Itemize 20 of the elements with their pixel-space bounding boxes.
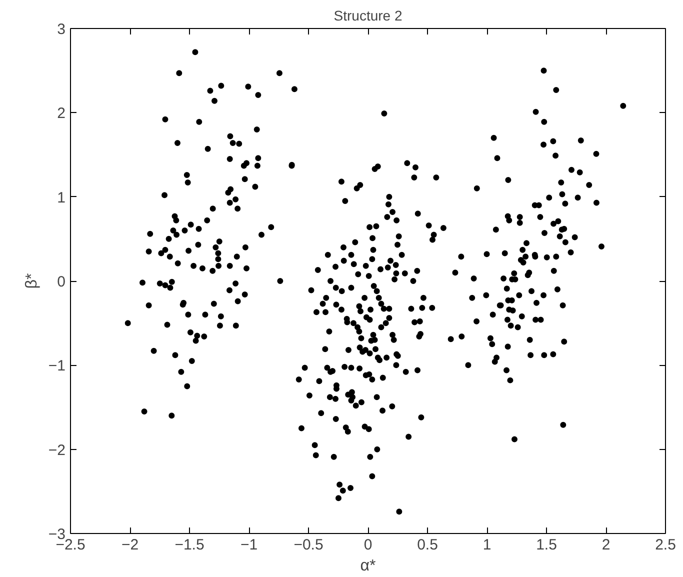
x-tick-label: 2 <box>602 536 610 554</box>
x-tick-label: −1.5 <box>174 536 204 554</box>
x-tick-label: −2 <box>121 536 139 554</box>
y-axis-title: β* <box>23 273 40 289</box>
x-tick-label: −1 <box>240 536 258 554</box>
y-tick-label: −3 <box>48 526 66 543</box>
y-tick-label: 0 <box>57 274 66 290</box>
y-tick-label: 2 <box>57 105 66 122</box>
x-tick-label: 1.5 <box>536 536 557 554</box>
chart-title: Structure 2 <box>334 8 402 24</box>
x-axis-title: α* <box>360 558 376 574</box>
y-tick-label: −1 <box>48 358 66 375</box>
x-tick-label: 1 <box>482 536 492 554</box>
x-tick-label: −0.5 <box>294 536 324 554</box>
x-tick-label: 0.5 <box>417 536 438 554</box>
x-tick-label: 0 <box>364 536 372 554</box>
y-tick-label: 3 <box>57 21 66 38</box>
y-tick-label: 1 <box>57 189 66 206</box>
x-tick-label: 2.5 <box>655 536 676 554</box>
y-tick-label: −2 <box>48 442 66 459</box>
